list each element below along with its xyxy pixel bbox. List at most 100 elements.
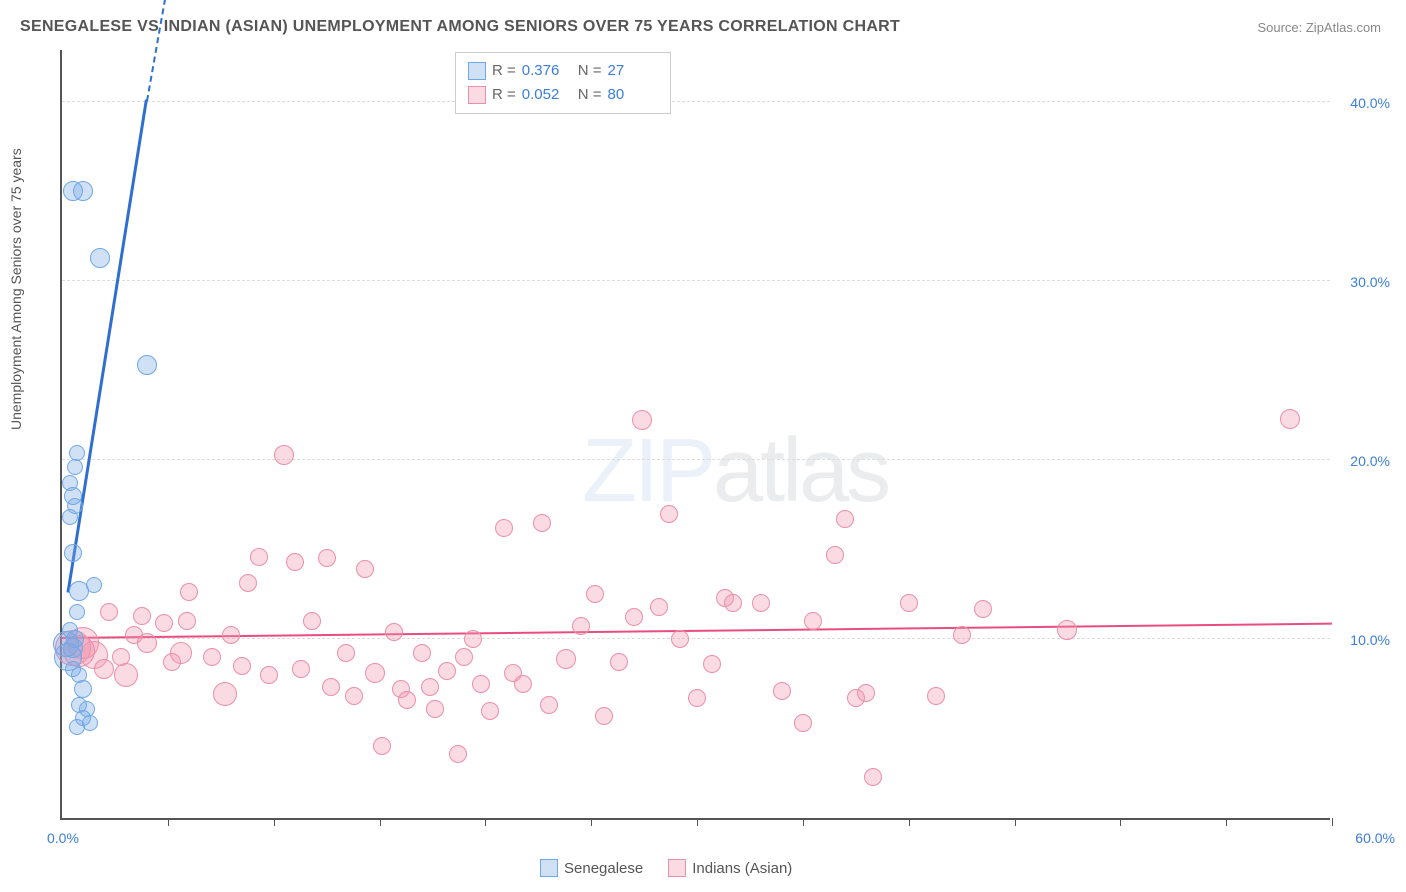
gridline bbox=[62, 459, 1330, 460]
data-point-senegalese bbox=[137, 355, 157, 375]
data-point-indian bbox=[671, 630, 689, 648]
data-point-indian bbox=[365, 663, 385, 683]
data-point-indian bbox=[857, 684, 875, 702]
x-tick bbox=[803, 818, 804, 826]
data-point-senegalese bbox=[69, 719, 85, 735]
r-label: R = bbox=[492, 83, 516, 107]
data-point-indian bbox=[1057, 620, 1077, 640]
x-tick bbox=[485, 818, 486, 826]
data-point-indian bbox=[650, 598, 668, 616]
data-point-indian bbox=[112, 648, 130, 666]
data-point-indian bbox=[260, 666, 278, 684]
legend-item-indian: Indians (Asian) bbox=[668, 859, 792, 877]
data-point-indian bbox=[203, 648, 221, 666]
data-point-indian bbox=[398, 691, 416, 709]
data-point-indian bbox=[239, 574, 257, 592]
data-point-indian bbox=[318, 549, 336, 567]
x-tick bbox=[1226, 818, 1227, 826]
x-tick bbox=[274, 818, 275, 826]
data-point-indian bbox=[455, 648, 473, 666]
data-point-indian bbox=[533, 514, 551, 532]
data-point-indian bbox=[752, 594, 770, 612]
data-point-indian bbox=[178, 612, 196, 630]
data-point-indian bbox=[688, 689, 706, 707]
data-point-indian bbox=[864, 768, 882, 786]
y-axis-label: Unemployment Among Seniors over 75 years bbox=[8, 148, 24, 430]
data-point-senegalese bbox=[71, 667, 87, 683]
data-point-indian bbox=[345, 687, 363, 705]
stats-row-senegalese: R = 0.376 N = 27 bbox=[468, 59, 658, 83]
data-point-indian bbox=[974, 600, 992, 618]
data-point-indian bbox=[449, 745, 467, 763]
watermark: ZIPatlas bbox=[582, 420, 888, 523]
data-point-senegalese bbox=[64, 544, 82, 562]
gridline bbox=[62, 638, 1330, 639]
n-value-indian: 80 bbox=[608, 83, 658, 107]
x-tick bbox=[1332, 818, 1333, 826]
data-point-indian bbox=[586, 585, 604, 603]
x-tick bbox=[380, 818, 381, 826]
data-point-indian bbox=[900, 594, 918, 612]
data-point-indian bbox=[572, 617, 590, 635]
data-point-indian bbox=[180, 583, 198, 601]
data-point-indian bbox=[426, 700, 444, 718]
data-point-indian bbox=[94, 659, 114, 679]
data-point-indian bbox=[286, 553, 304, 571]
data-point-senegalese bbox=[62, 475, 78, 491]
data-point-indian bbox=[250, 548, 268, 566]
data-point-senegalese bbox=[62, 622, 78, 638]
data-point-senegalese bbox=[90, 248, 110, 268]
data-point-indian bbox=[1280, 409, 1300, 429]
watermark-zip: ZIP bbox=[582, 421, 713, 521]
data-point-indian bbox=[794, 714, 812, 732]
data-point-indian bbox=[540, 696, 558, 714]
source-label: Source: ZipAtlas.com bbox=[1257, 20, 1381, 35]
stats-row-indian: R = 0.052 N = 80 bbox=[468, 83, 658, 107]
data-point-indian bbox=[438, 662, 456, 680]
x-tick-label-min: 0.0% bbox=[47, 830, 79, 846]
data-point-senegalese bbox=[73, 181, 93, 201]
data-point-indian bbox=[625, 608, 643, 626]
data-point-senegalese bbox=[74, 680, 92, 698]
data-point-indian bbox=[337, 644, 355, 662]
data-point-indian bbox=[385, 623, 403, 641]
data-point-indian bbox=[773, 682, 791, 700]
gridline bbox=[62, 101, 1330, 102]
stats-legend: R = 0.376 N = 27 R = 0.052 N = 80 bbox=[455, 52, 671, 114]
data-point-senegalese bbox=[86, 577, 102, 593]
r-label: R = bbox=[492, 59, 516, 83]
x-tick bbox=[1120, 818, 1121, 826]
x-tick-label-max: 60.0% bbox=[1355, 830, 1395, 846]
y-tick-label: 20.0% bbox=[1335, 453, 1390, 469]
data-point-indian bbox=[927, 687, 945, 705]
chart-title: SENEGALESE VS INDIAN (ASIAN) UNEMPLOYMEN… bbox=[20, 18, 900, 36]
data-point-indian bbox=[137, 633, 157, 653]
data-point-indian bbox=[155, 614, 173, 632]
data-point-indian bbox=[804, 612, 822, 630]
data-point-indian bbox=[213, 682, 237, 706]
data-point-indian bbox=[222, 626, 240, 644]
swatch-indian bbox=[468, 86, 486, 104]
data-point-indian bbox=[292, 660, 310, 678]
bottom-legend: Senegalese Indians (Asian) bbox=[540, 859, 792, 877]
y-tick-label: 10.0% bbox=[1335, 632, 1390, 648]
data-point-senegalese bbox=[69, 445, 85, 461]
y-tick-label: 30.0% bbox=[1335, 274, 1390, 290]
data-point-indian bbox=[170, 642, 192, 664]
data-point-indian bbox=[724, 594, 742, 612]
gridline bbox=[62, 280, 1330, 281]
n-label: N = bbox=[578, 59, 602, 83]
r-value-senegalese: 0.376 bbox=[522, 59, 572, 83]
data-point-indian bbox=[703, 655, 721, 673]
data-point-senegalese bbox=[67, 459, 83, 475]
data-point-indian bbox=[274, 445, 294, 465]
data-point-indian bbox=[556, 649, 576, 669]
swatch-senegalese-bottom bbox=[540, 859, 558, 877]
data-point-indian bbox=[413, 644, 431, 662]
n-label: N = bbox=[578, 83, 602, 107]
data-point-indian bbox=[495, 519, 513, 537]
trend-line-dashed bbox=[146, 0, 180, 101]
legend-label-indian: Indians (Asian) bbox=[692, 860, 792, 877]
data-point-indian bbox=[100, 603, 118, 621]
x-tick bbox=[591, 818, 592, 826]
